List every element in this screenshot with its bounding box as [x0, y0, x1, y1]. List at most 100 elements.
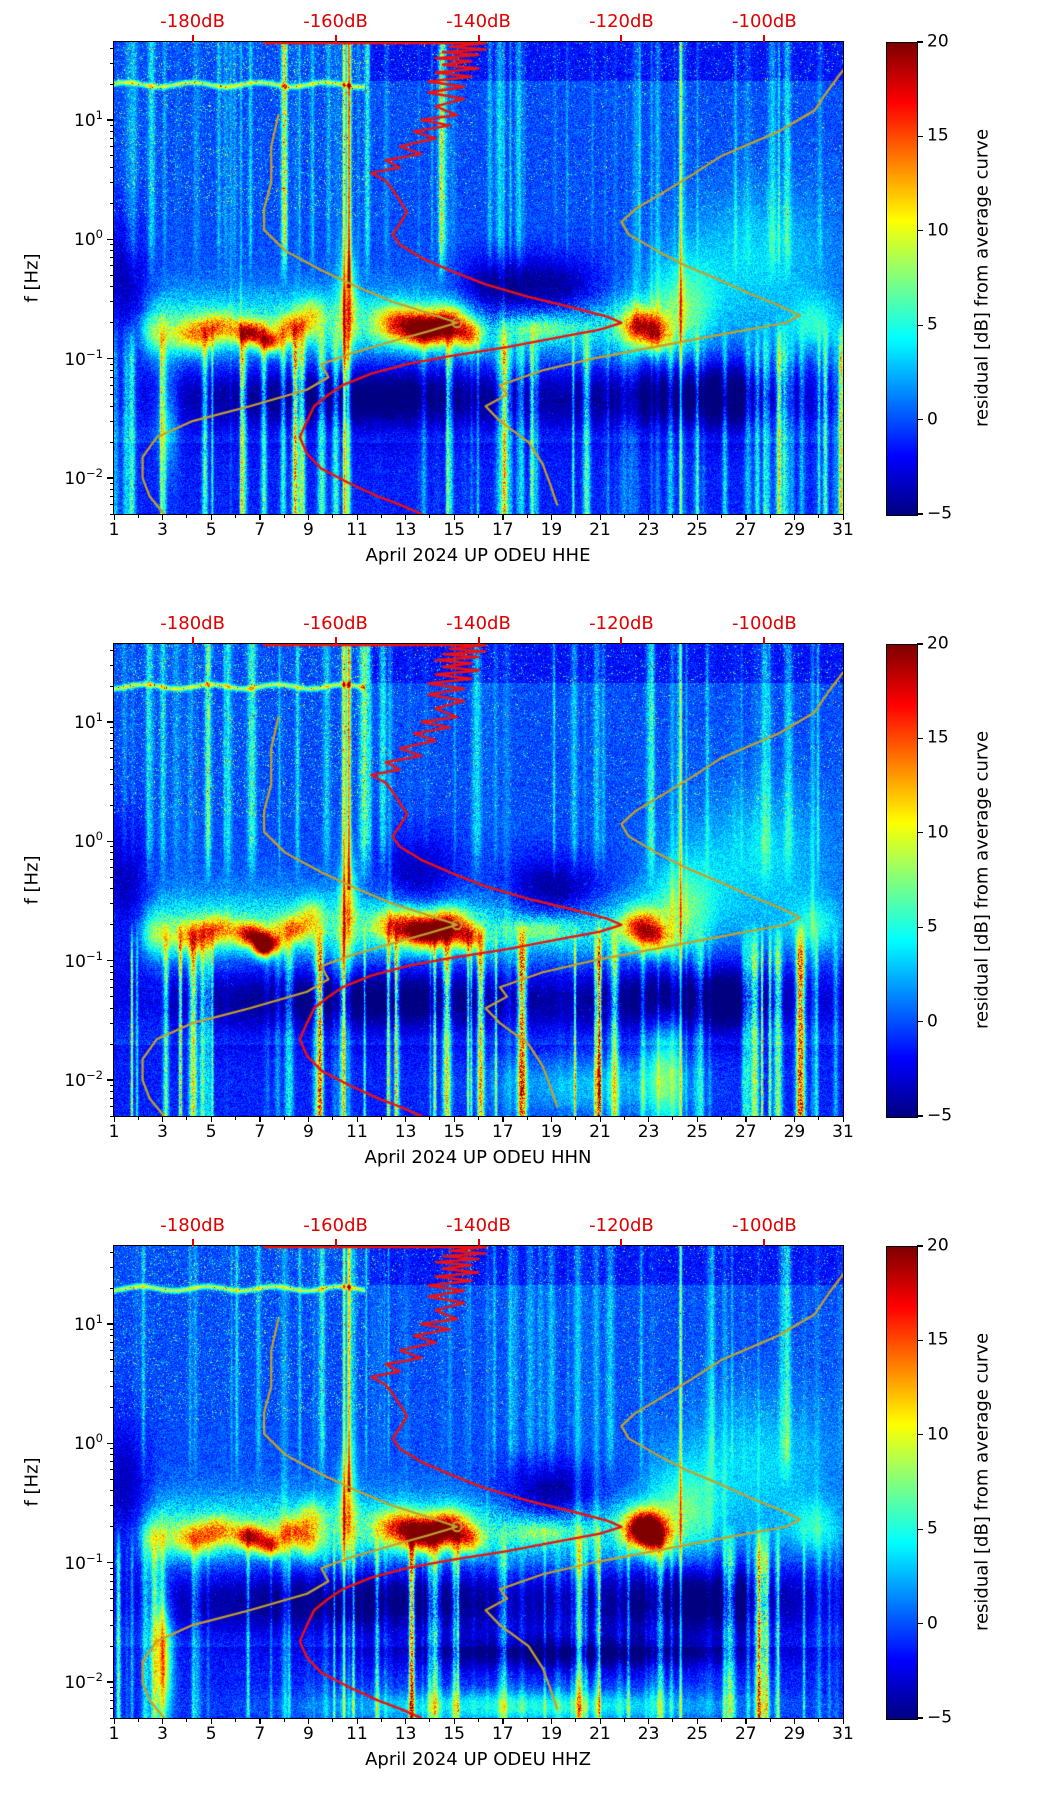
top-db-tick-label: -100dB: [732, 613, 797, 634]
colorbar-tick-mark: [917, 832, 923, 834]
x-tick-mark: [113, 1718, 115, 1724]
y-minor-tick-mark: [110, 1266, 114, 1268]
x-tick-label: 25: [686, 1724, 709, 1744]
y-tick-mark: [107, 477, 114, 479]
colorbar-gradient: [887, 1247, 917, 1719]
x-tick-label: 23: [637, 1122, 660, 1142]
colorbar-tick-mark: [917, 1528, 923, 1530]
y-axis-label: f [Hz]: [21, 253, 43, 303]
y-minor-tick-mark: [110, 971, 114, 973]
colorbar-hhz: [886, 1246, 918, 1720]
y-minor-tick-mark: [110, 322, 114, 324]
y-tick-mark: [107, 1323, 114, 1325]
y-minor-tick-mark: [110, 1251, 114, 1253]
y-minor-tick-mark: [110, 1091, 114, 1093]
x-minor-tick-mark: [332, 1718, 334, 1722]
top-db-tick-mark: [334, 35, 337, 42]
x-minor-tick-mark: [818, 1718, 820, 1722]
y-minor-tick-mark: [110, 301, 114, 303]
x-tick-mark: [502, 1116, 504, 1122]
x-tick-mark: [599, 1116, 601, 1122]
x-minor-tick-mark: [623, 1116, 625, 1120]
y-minor-tick-mark: [110, 1341, 114, 1343]
colorbar-tick-mark: [917, 41, 923, 43]
y-minor-tick-mark: [110, 1505, 114, 1507]
colorbar-tick-label: 0: [927, 1011, 938, 1032]
x-tick-label: 1: [108, 1724, 120, 1744]
colorbar-tick-label: 15: [927, 1329, 949, 1350]
y-minor-tick-mark: [110, 739, 114, 741]
x-tick-label: 23: [637, 520, 660, 540]
x-tick-mark: [405, 514, 407, 520]
y-minor-tick-mark: [110, 1526, 114, 1528]
colorbar-tick-label: 0: [927, 1613, 938, 1634]
colorbar-tick-label: 15: [927, 727, 949, 748]
x-tick-mark: [648, 514, 650, 520]
x-tick-label: 11: [346, 520, 368, 540]
x-tick-label: 27: [734, 520, 757, 540]
y-minor-tick-mark: [110, 384, 114, 386]
x-tick-label: 3: [157, 1122, 169, 1142]
x-tick-label: 15: [443, 520, 466, 540]
colorbar-tick-mark: [917, 230, 923, 232]
y-tick-label: 10−1: [64, 346, 103, 370]
y-minor-tick-mark: [110, 1359, 114, 1361]
y-minor-tick-mark: [110, 250, 114, 252]
y-minor-tick-mark: [110, 489, 114, 491]
y-minor-tick-mark: [110, 62, 114, 64]
x-tick-label: 3: [157, 520, 169, 540]
x-minor-tick-mark: [623, 1718, 625, 1722]
y-minor-tick-mark: [110, 747, 114, 749]
y-minor-tick-mark: [110, 1043, 114, 1045]
x-tick-mark: [405, 1116, 407, 1122]
x-tick-label: 27: [734, 1122, 757, 1142]
x-tick-label: 9: [302, 1122, 314, 1142]
y-minor-tick-mark: [110, 924, 114, 926]
x-tick-label: 19: [540, 1724, 563, 1744]
y-minor-tick-mark: [110, 47, 114, 49]
y-tick-label: 10−2: [64, 1670, 103, 1693]
colorbar-tick-label: 5: [927, 916, 938, 937]
x-tick-label: 29: [783, 1724, 806, 1744]
top-db-tick-mark: [191, 1239, 194, 1246]
y-minor-tick-mark: [110, 1328, 114, 1330]
x-tick-mark: [210, 514, 213, 520]
colorbar-tick-label: −5: [927, 1707, 953, 1728]
x-minor-tick-mark: [186, 1718, 188, 1722]
colorbar-hhn: [886, 644, 918, 1118]
y-minor-tick-mark: [110, 1448, 114, 1450]
x-tick-mark: [356, 1718, 358, 1724]
colorbar-tick-mark: [917, 513, 923, 515]
x-minor-tick-mark: [137, 1718, 139, 1722]
x-tick-label: 27: [734, 1724, 757, 1744]
colorbar-tick-label: 10: [927, 220, 949, 241]
x-tick-mark: [745, 1718, 747, 1724]
y-minor-tick-mark: [110, 441, 114, 443]
top-db-tick-mark: [477, 637, 480, 644]
y-minor-tick-mark: [110, 405, 114, 407]
top-db-tick-label: -100dB: [732, 11, 797, 32]
x-minor-tick-mark: [575, 1718, 577, 1722]
y-tick-mark: [107, 721, 114, 723]
x-tick-mark: [259, 1116, 261, 1122]
y-minor-tick-mark: [110, 852, 114, 854]
x-tick-label: 7: [254, 1122, 266, 1142]
x-minor-tick-mark: [478, 514, 479, 518]
y-minor-tick-mark: [110, 504, 114, 506]
x-tick-mark: [259, 514, 261, 520]
x-tick-label: 9: [302, 520, 314, 540]
x-axis-title-hhz: April 2024 UP ODEU HHZ: [365, 1749, 591, 1770]
x-tick-mark: [842, 514, 844, 520]
colorbar-tick-mark: [917, 1115, 923, 1117]
x-tick-label: 19: [540, 1122, 563, 1142]
x-tick-mark: [453, 1116, 456, 1122]
x-tick-mark: [113, 514, 115, 520]
top-db-tick-mark: [334, 637, 337, 644]
x-tick-label: 17: [491, 520, 514, 540]
x-minor-tick-mark: [672, 514, 674, 518]
x-tick-label: 1: [108, 520, 120, 540]
colorbar-label: residual [dB] from average curve: [971, 730, 993, 1030]
y-minor-tick-mark: [110, 1115, 114, 1117]
colorbar-tick-mark: [917, 1717, 923, 1719]
x-tick-mark: [648, 1116, 650, 1122]
